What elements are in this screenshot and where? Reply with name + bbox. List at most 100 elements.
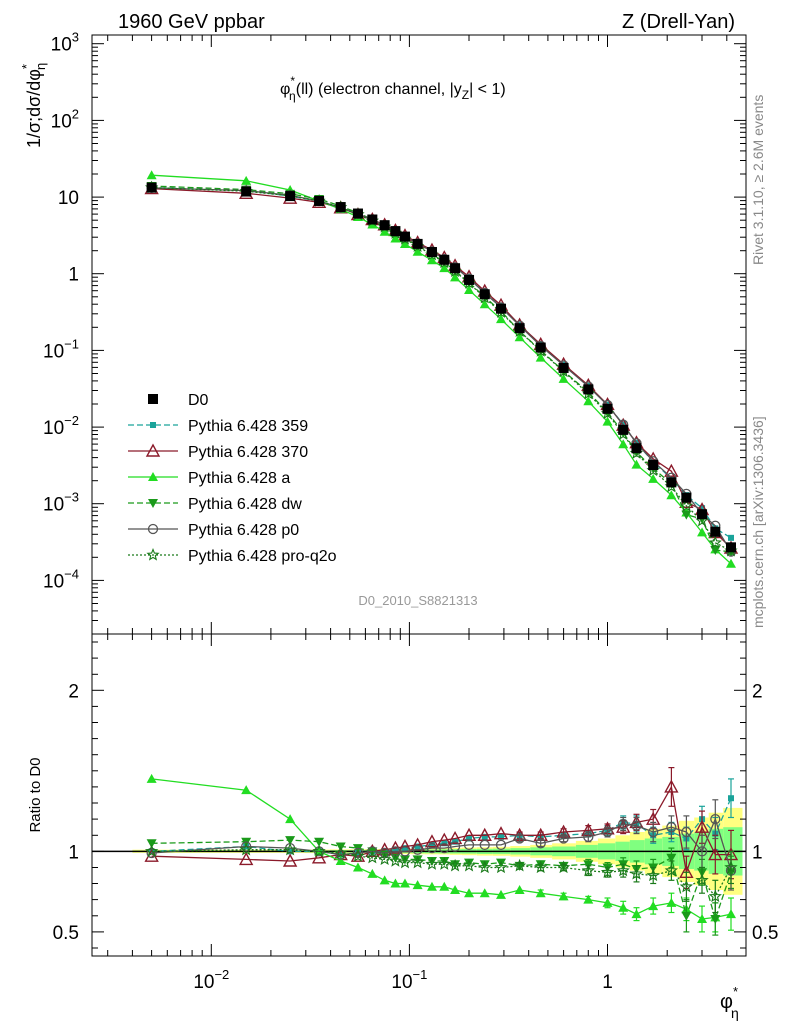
point-d0: [399, 231, 410, 242]
ratio-point-p359: [466, 835, 473, 842]
ratio-point-pq2o: [144, 844, 159, 858]
ratio-point-pp0: [583, 831, 594, 843]
main-series-group: [144, 170, 739, 568]
ratio-point-pp0: [412, 844, 423, 855]
ratio-point-pdw: [399, 855, 410, 865]
ratio-line-p359: [151, 797, 732, 856]
ratio-point-pq2o: [513, 858, 527, 872]
ratio-point-p370: [311, 850, 327, 864]
ratio-point-pa: [648, 901, 659, 911]
ratio-point-pp0: [558, 833, 569, 844]
ratio-point-pq2o: [351, 849, 365, 862]
ratio-point-p370: [424, 834, 440, 848]
ratio-point-pa: [241, 785, 252, 795]
point-d0: [618, 424, 629, 435]
point-d0: [666, 477, 677, 488]
main-y-tick-label: 103: [51, 30, 79, 56]
ratio-point-pp0: [495, 839, 507, 851]
point-d0: [285, 191, 296, 202]
ratio-y-tick-label-left: 1: [68, 842, 79, 863]
ratio-point-p359: [481, 833, 488, 840]
ratio-point-p359: [727, 795, 734, 802]
ratio-point-pa: [697, 913, 708, 923]
ratio-point-p370: [493, 826, 509, 840]
ratio-y-tick-label-right: 2: [752, 681, 763, 702]
legend-entry-pp0: Pythia 6.428 p0: [128, 522, 299, 539]
point-pa: [535, 352, 546, 362]
point-d0: [314, 195, 325, 206]
ratio-line-pa: [151, 778, 732, 920]
ratio-point-pq2o: [334, 846, 348, 859]
ratio-point-pq2o: [377, 852, 392, 866]
ratio-point-pq2o: [646, 868, 660, 882]
point-pa: [399, 239, 410, 249]
legend-label-p370: Pythia 6.428 370: [188, 444, 308, 461]
x-tick-labels: 10−2 10−1 1: [193, 967, 612, 993]
ratio-point-pa: [146, 773, 157, 783]
point-pa: [602, 416, 613, 426]
ratio-point-pq2o: [600, 865, 615, 878]
point-pa: [146, 170, 157, 180]
ratio-point-pa: [618, 902, 629, 912]
ratio-point-pa: [399, 878, 410, 888]
point-d0: [379, 220, 390, 231]
ratio-point-pdw: [412, 855, 423, 865]
ratio-series-group: [144, 766, 739, 936]
point-d0: [648, 460, 659, 471]
ratio-point-pq2o: [695, 873, 709, 887]
ratio-point-pa: [583, 894, 594, 904]
ratio-point-pp0: [681, 826, 692, 838]
ratio-point-pp0: [352, 847, 364, 859]
point-pa: [412, 246, 423, 256]
point-d0: [464, 274, 475, 285]
point-d0: [602, 403, 613, 414]
point-d0: [725, 542, 736, 553]
ratio-point-pdw: [464, 858, 475, 868]
ratio-y-tick-labels: 0.5 0.5 1 1 2 2: [53, 681, 779, 944]
point-d0: [681, 492, 692, 503]
point-d0: [241, 186, 252, 197]
point-pdw: [681, 510, 692, 520]
point-d0: [583, 384, 594, 395]
ratio-point-pa: [464, 888, 475, 898]
ratio-point-p359: [287, 848, 294, 855]
ratio-point-p359: [392, 846, 399, 853]
point-d0: [352, 208, 363, 219]
ratio-point-pdw: [479, 860, 490, 870]
point-d0: [631, 443, 642, 454]
ratio-point-p359: [428, 841, 435, 848]
analysis-id-watermark: D0_2010_S8821313: [358, 593, 477, 608]
ratio-point-pp0: [696, 846, 708, 857]
ratio-point-pq2o: [398, 855, 412, 869]
ratio-point-pp0: [463, 839, 475, 851]
ratio-point-pa: [285, 814, 296, 824]
ratio-point-pp0: [535, 838, 546, 849]
ratio-point-pp0: [367, 846, 378, 857]
ratio-point-pa: [535, 888, 546, 898]
legend-marker-p359: [150, 422, 156, 428]
legend-entry-pdw: Pythia 6.428 dw: [128, 496, 302, 513]
ratio-point-pp0: [426, 842, 438, 854]
main-y-tick-label: 1: [68, 265, 79, 286]
ratio-y-tick-label-left: 0.5: [53, 923, 79, 944]
main-axis-ticks: [92, 35, 747, 635]
point-pdw: [710, 545, 721, 555]
ratio-plot-frame: [91, 633, 747, 957]
ratio-point-pq2o: [534, 860, 548, 874]
ratio-point-p370: [437, 832, 452, 846]
legend-marker-pa: [148, 472, 158, 481]
point-pa: [379, 226, 390, 236]
ratio-point-pp0: [618, 818, 629, 830]
point-p359: [727, 534, 734, 541]
ratio-point-pq2o: [478, 860, 492, 874]
legend-entry-d0: D0: [148, 392, 209, 409]
point-d0: [412, 238, 423, 249]
ratio-point-pa: [439, 881, 450, 891]
ratio-point-pp0: [439, 842, 450, 854]
ratio-point-p359: [401, 845, 408, 852]
ratio-point-pa: [390, 878, 401, 888]
ratio-point-pdw: [710, 914, 721, 924]
main-y-tick-label: 10−3: [43, 490, 79, 516]
point-pa: [479, 299, 490, 309]
ratio-point-pq2o: [664, 863, 679, 877]
